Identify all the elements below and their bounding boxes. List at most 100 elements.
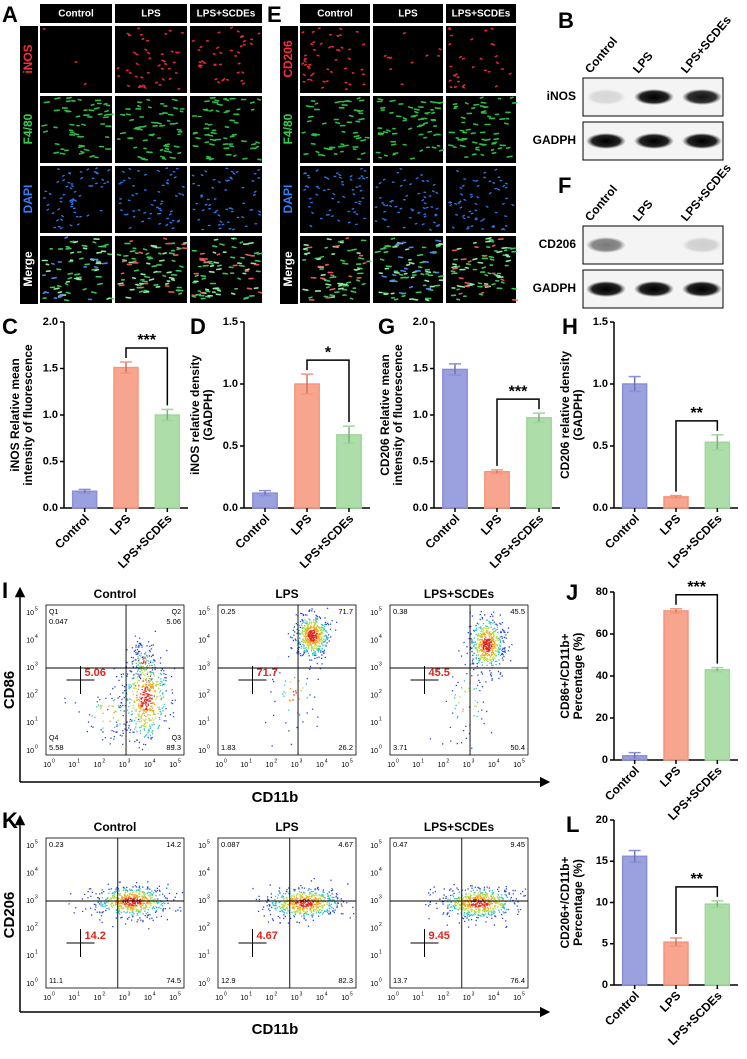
y-tick-base: 10 — [370, 843, 378, 850]
x-tick-base: 10 — [513, 762, 521, 769]
blot-column-label: Control — [582, 182, 620, 224]
cells — [451, 238, 519, 302]
y-axis-label: CD206+/CD11b+ — [558, 856, 572, 948]
significance-bracket — [125, 347, 169, 406]
cells — [191, 26, 261, 85]
flow-events — [425, 884, 527, 928]
x-tick-label: LPS — [657, 988, 683, 1014]
y-tick-base: 10 — [26, 748, 34, 755]
y-tick-base: 10 — [198, 637, 206, 644]
error-bar — [161, 408, 174, 422]
row-label: DAPI — [281, 185, 295, 214]
cells — [42, 240, 115, 302]
significance-label: * — [325, 344, 332, 361]
bar — [526, 417, 552, 509]
bar — [484, 470, 510, 509]
y-tick-label: 2.0 — [413, 316, 428, 328]
bar — [621, 855, 648, 986]
panel-letter: F — [558, 173, 571, 198]
x-tick-base: 10 — [438, 762, 446, 769]
cells — [116, 27, 184, 90]
column-header: LPS+SCDEs — [452, 9, 511, 20]
y-axis-label: intensity of fluorescence — [21, 344, 35, 486]
y-tick-label: 0.0 — [223, 502, 238, 514]
micrograph — [115, 166, 187, 233]
x-tick-base: 10 — [43, 995, 51, 1002]
flow-plot-title: Control — [94, 587, 137, 601]
error-bar — [533, 412, 545, 424]
blot-row-label: GADPH — [533, 133, 576, 147]
quadrant-name: Q3 — [172, 735, 181, 742]
y-tick-base: 10 — [26, 953, 34, 960]
flow-events — [287, 895, 322, 911]
x-tick-exponent: 1 — [249, 991, 252, 997]
y-tick-exponent: 0 — [35, 977, 38, 983]
x-tick-exponent: 1 — [249, 758, 252, 764]
x-tick-exponent: 0 — [52, 991, 55, 997]
y-tick-label: 1.0 — [223, 378, 238, 390]
y-tick-base: 10 — [26, 637, 34, 644]
y-tick-base: 10 — [26, 693, 34, 700]
quadrant-value: 71.7 — [338, 607, 353, 616]
x-tick-base: 10 — [438, 995, 446, 1002]
x-tick-exponent: 0 — [396, 758, 399, 764]
y-tick-label: 1.5 — [43, 362, 58, 374]
y-tick-base: 10 — [370, 637, 378, 644]
y-tick-base: 10 — [198, 953, 206, 960]
micrograph — [40, 166, 112, 233]
y-tick-label: 0.5 — [43, 455, 58, 467]
significance-label: ** — [690, 405, 703, 422]
panel-letter: B — [558, 8, 574, 33]
y-tick-exponent: 5 — [379, 606, 382, 612]
y-tick-base: 10 — [26, 720, 34, 727]
y-tick-base: 10 — [370, 870, 378, 877]
center-value: 5.06 — [85, 667, 106, 679]
cells — [450, 238, 517, 301]
error-bar — [301, 373, 313, 395]
y-tick-base: 10 — [198, 610, 206, 617]
y-tick-exponent: 2 — [35, 922, 38, 928]
x-tick-exponent: 2 — [102, 758, 105, 764]
row-label: DAPI — [21, 185, 35, 214]
x-tick-base: 10 — [341, 995, 349, 1002]
cells — [301, 97, 370, 161]
cells — [116, 242, 184, 295]
flow-events — [468, 638, 493, 708]
y-tick-exponent: 1 — [35, 950, 38, 956]
bar — [154, 414, 181, 509]
y-axis-label: CD86+/CD11b+ — [558, 633, 572, 718]
y-tick-exponent: 5 — [35, 839, 38, 845]
flow-plot-title: LPS — [275, 587, 298, 601]
x-tick-base: 10 — [240, 762, 248, 769]
quadrant-value: 76.4 — [510, 976, 525, 985]
micrograph — [190, 236, 262, 303]
y-tick-label: 0.5 — [413, 455, 428, 467]
x-tick-exponent: 5 — [522, 758, 525, 764]
x-tick-base: 10 — [291, 762, 299, 769]
y-tick-exponent: 2 — [35, 689, 38, 695]
y-tick-exponent: 2 — [379, 922, 382, 928]
y-tick-base: 10 — [26, 665, 34, 672]
quadrant-value: 0.23 — [49, 840, 64, 849]
quadrant-name: Q2 — [172, 609, 181, 616]
x-tick-label: LPS — [478, 511, 504, 537]
blot-band — [682, 89, 722, 105]
x-tick-exponent: 2 — [446, 991, 449, 997]
quadrant-name: Q1 — [49, 609, 58, 616]
panel-letter: G — [378, 314, 395, 339]
y-tick-label: 1.0 — [413, 409, 428, 421]
quadrant-value: 1.83 — [221, 743, 236, 752]
x-tick-exponent: 3 — [128, 991, 131, 997]
column-header: Control — [58, 9, 94, 20]
error-bar — [711, 666, 724, 673]
quadrant-value: 14.2 — [166, 840, 181, 849]
x-tick-base: 10 — [43, 762, 51, 769]
y-tick-base: 10 — [26, 870, 34, 877]
y-tick-label: 1.5 — [223, 316, 238, 328]
x-tick-exponent: 0 — [52, 758, 55, 764]
blot-band — [586, 133, 626, 149]
blot-band — [682, 281, 722, 297]
cells — [381, 239, 442, 295]
y-tick-label: 20 — [596, 814, 608, 826]
